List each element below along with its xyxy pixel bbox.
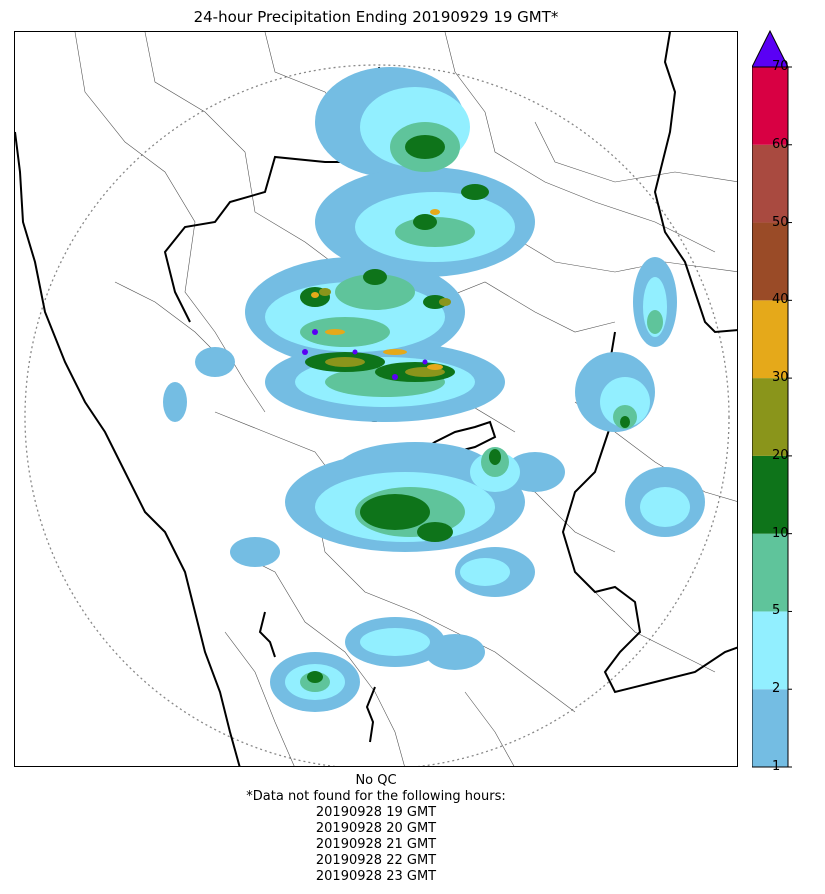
- colorbar-segment: [752, 144, 788, 223]
- map-title: 24-hour Precipitation Ending 20190929 19…: [193, 8, 559, 26]
- colorbar-segments: [752, 67, 788, 767]
- colorbar-segment: [752, 378, 788, 456]
- colorbar-tick-label: 70: [772, 59, 789, 74]
- colorbar-segment: [752, 222, 788, 301]
- colorbar-tick-label: 10: [772, 525, 789, 541]
- colorbar-segment: [752, 300, 788, 379]
- qc-status: No QC: [355, 773, 397, 788]
- colorbar-tick-label: 30: [772, 370, 789, 386]
- precip-above-70mm: [302, 329, 428, 380]
- colorbar-tick-label: 1: [772, 759, 781, 774]
- colorbar-tick-label: 40: [772, 292, 789, 308]
- colorbar-segment: [752, 455, 788, 534]
- colorbar-segment: [752, 689, 788, 767]
- missing-hour: 20190928 23 GMT: [315, 869, 437, 884]
- colorbar-ticks: [788, 66, 792, 768]
- colorbar-segment: [752, 611, 788, 690]
- colorbar-tick-label: 5: [772, 603, 781, 619]
- colorbar-tick-label: 60: [772, 136, 789, 152]
- colorbar-tick-label: 2: [772, 681, 781, 697]
- missing-hour: 20190928 19 GMT: [315, 805, 437, 820]
- radar-range-ring: [24, 64, 730, 766]
- colorbar-tick-label: 50: [772, 214, 789, 230]
- colorbar-tick-label: 20: [772, 447, 789, 463]
- colorbar: [752, 30, 792, 768]
- missing-data-note: *Data not found for the following hours:: [246, 789, 506, 804]
- missing-hour: 20190928 21 GMT: [315, 837, 437, 852]
- colorbar-segment: [752, 533, 788, 612]
- radar-map-canvas: [15, 32, 737, 766]
- footer-notes: No QC *Data not found for the following …: [0, 773, 752, 885]
- precip-20-40mm: [311, 209, 451, 377]
- radar-map: [14, 31, 738, 767]
- missing-hour: 20190928 22 GMT: [315, 853, 437, 868]
- missing-hour: 20190928 20 GMT: [315, 821, 437, 836]
- colorbar-segment: [752, 67, 788, 145]
